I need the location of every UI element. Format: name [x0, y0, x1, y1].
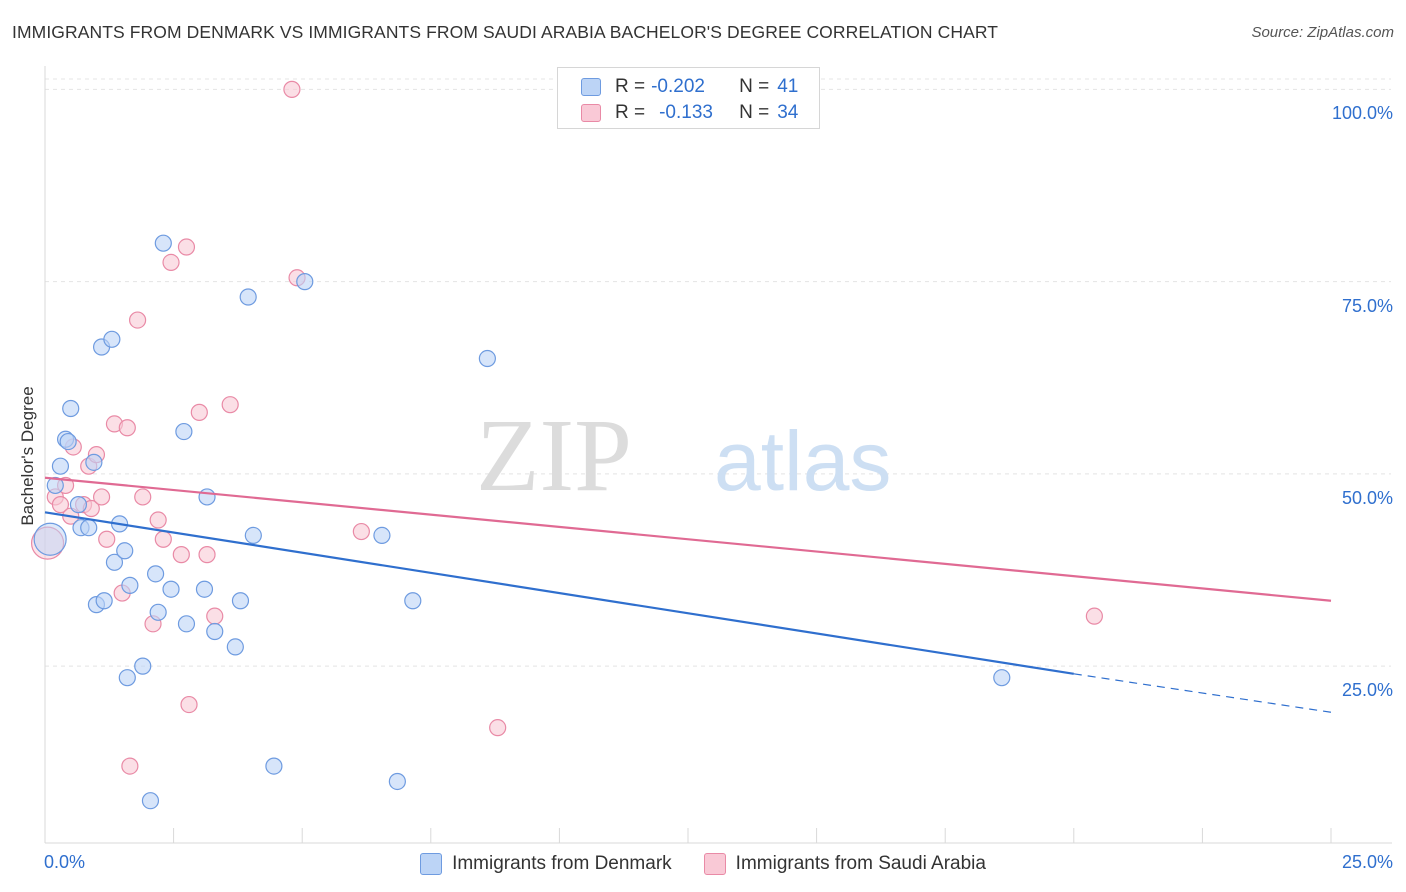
saudi-point	[98, 530, 116, 548]
saudi-point	[121, 757, 139, 775]
y-tick-label: 75.0%	[1341, 295, 1393, 316]
chart-title: IMMIGRANTS FROM DENMARK VS IMMIGRANTS FR…	[12, 22, 999, 42]
denmark-point	[373, 526, 391, 545]
legend-row-saudi: R = -0.133 N = 34	[581, 100, 798, 126]
legend-item-saudi: Immigrants from Saudi Arabia	[703, 853, 986, 875]
saudi-point	[134, 488, 152, 506]
saudi-point	[51, 496, 70, 514]
denmark-point	[404, 592, 422, 610]
denmark-point	[146, 565, 165, 583]
saudi-swatch	[581, 104, 601, 122]
watermark-atlas: atlas	[714, 414, 891, 508]
r-label: R =	[615, 76, 646, 97]
legend-item-denmark: Immigrants from Denmark	[420, 853, 672, 875]
denmark-point	[59, 432, 77, 451]
denmark-point	[85, 453, 103, 471]
n-label: N =	[739, 76, 770, 97]
series-legend: Immigrants from Denmark Immigrants from …	[0, 851, 1406, 877]
watermark-zip: ZIP	[476, 398, 632, 513]
saudi-point	[190, 403, 208, 421]
denmark-point	[231, 592, 250, 610]
denmark-point	[149, 603, 167, 621]
saudi-point	[128, 311, 147, 329]
denmark-point	[103, 330, 121, 348]
saudi-point	[283, 80, 301, 98]
denmark-point	[121, 576, 139, 594]
x-tick-min: 0.0%	[44, 852, 86, 872]
saudi-point	[154, 530, 172, 548]
y-tick-label: 25.0%	[1341, 680, 1393, 701]
saudi-point	[221, 396, 239, 414]
saudi-point	[172, 546, 190, 564]
denmark-point	[478, 349, 496, 368]
saudi-trend-line	[44, 476, 1332, 602]
n-label: N =	[739, 102, 770, 123]
source-credit: Source: ZipAtlas.com	[1251, 24, 1394, 41]
y-tick-label: 100.0%	[1331, 103, 1393, 124]
denmark-point	[51, 457, 70, 475]
denmark-point	[162, 580, 180, 598]
denmark-r-value: -0.202	[651, 76, 705, 97]
saudi-point	[198, 546, 216, 564]
saudi-point	[352, 522, 370, 541]
denmark-point	[95, 592, 113, 610]
denmark-point	[206, 622, 224, 641]
denmark-point	[239, 288, 257, 306]
denmark-points	[33, 234, 1011, 810]
x-tick-max: 25.0%	[1341, 852, 1393, 872]
denmark-point	[154, 234, 172, 252]
denmark-point	[296, 273, 314, 291]
legend-row-denmark: R = -0.202 N = 41	[581, 74, 798, 100]
saudi-legend-label: Immigrants from Saudi Arabia	[735, 853, 986, 874]
saudi-point	[162, 253, 180, 272]
axes	[44, 66, 1392, 844]
y-tick-label: 50.0%	[1341, 487, 1393, 508]
saudi-n-value: 34	[777, 102, 799, 123]
denmark-point	[80, 519, 98, 537]
denmark-n-value: 41	[777, 76, 799, 97]
denmark-point	[69, 496, 88, 514]
denmark-legend-swatch	[420, 853, 443, 875]
saudi-point	[180, 695, 198, 714]
denmark-point	[993, 669, 1011, 687]
saudi-r-value: -0.133	[659, 102, 713, 123]
denmark-legend-label: Immigrants from Denmark	[452, 853, 672, 874]
denmark-point	[105, 553, 124, 571]
saudi-legend-swatch	[703, 853, 726, 875]
saudi-point	[206, 607, 224, 625]
saudi-point	[489, 719, 507, 737]
denmark-point	[265, 757, 283, 775]
saudi-point	[1085, 607, 1103, 625]
denmark-point	[62, 399, 80, 418]
grid-lines	[45, 78, 1391, 667]
saudi-point	[92, 488, 111, 506]
saudi-point	[149, 511, 167, 529]
denmark-point	[177, 615, 196, 633]
denmark-swatch	[581, 78, 601, 96]
denmark-trend-extension	[1073, 673, 1332, 713]
denmark-point	[134, 657, 152, 675]
denmark-point	[33, 522, 67, 556]
denmark-point	[198, 488, 216, 506]
denmark-point	[388, 772, 406, 791]
correlation-legend: R = -0.202 N = 41 R = -0.133 N = 34	[557, 67, 820, 129]
denmark-point	[195, 580, 214, 598]
y-axis-label: Bachelor's Degree	[18, 386, 37, 526]
denmark-point	[226, 638, 244, 656]
denmark-point	[118, 669, 136, 687]
denmark-point	[141, 792, 160, 810]
denmark-point	[116, 542, 134, 560]
saudi-point	[118, 419, 136, 437]
zipatlas-watermark: ZIP atlas	[476, 398, 891, 513]
r-label: R =	[615, 102, 646, 123]
trend-lines	[44, 476, 1332, 713]
denmark-point	[244, 526, 262, 545]
denmark-trend-line	[44, 511, 1074, 675]
saudi-point	[177, 238, 196, 256]
denmark-point	[175, 422, 193, 441]
denmark-point	[46, 476, 64, 495]
